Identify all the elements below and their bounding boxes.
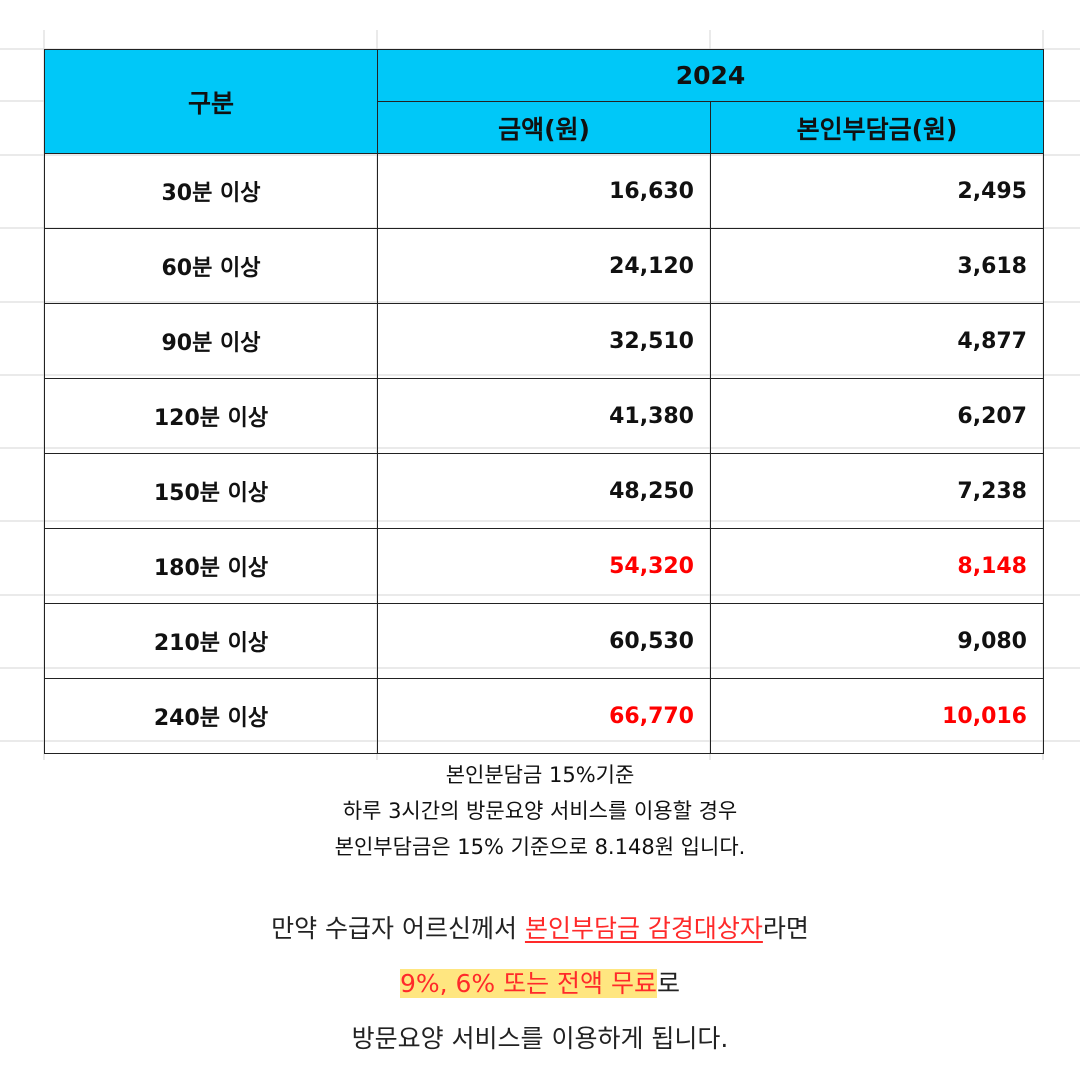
- row-copay: 10,016: [710, 678, 1044, 754]
- row-category: 180분 이상: [44, 528, 378, 604]
- row-category: 30분 이상: [44, 153, 378, 229]
- row-amount: 16,630: [377, 153, 711, 229]
- row-category: 240분 이상: [44, 678, 378, 754]
- header-category: 구분: [44, 49, 378, 154]
- note-line-2: 하루 3시간의 방문요양 서비스를 이용할 경우: [342, 799, 738, 823]
- reduction-target-highlight: 본인부담금 감경대상자: [524, 914, 763, 943]
- row-amount: 32,510: [377, 303, 711, 379]
- row-category: 150분 이상: [44, 453, 378, 529]
- row-copay: 6,207: [710, 378, 1044, 454]
- row-copay: 9,080: [710, 603, 1044, 679]
- row-amount: 41,380: [377, 378, 711, 454]
- row-category: 120분 이상: [44, 378, 378, 454]
- table-row: 240분 이상 66,770 10,016: [44, 678, 1044, 754]
- row-category: 210분 이상: [44, 603, 378, 679]
- note-line-1: 본인분담금 15%기준: [445, 763, 635, 787]
- table-row: 120분 이상 41,380 6,207: [44, 378, 1044, 454]
- copay-note: 본인분담금 15%기준 하루 3시간의 방문요양 서비스를 이용할 경우 본인부…: [0, 757, 1080, 865]
- row-category: 60분 이상: [44, 228, 378, 304]
- notice-line-1: 만약 수급자 어르신께서 본인부담금 감경대상자라면: [0, 905, 1080, 960]
- reduction-rate-highlight: 9%, 6% 또는 전액 무료: [399, 969, 658, 998]
- table-row: 30분 이상 16,630 2,495: [44, 153, 1044, 229]
- header-year: 2024: [377, 49, 1044, 102]
- notice-line-2-suffix: 로: [657, 969, 681, 998]
- row-copay: 3,618: [710, 228, 1044, 304]
- row-copay: 7,238: [710, 453, 1044, 529]
- header-amount: 금액(원): [377, 101, 711, 154]
- copay-table: 구분 2024 금액(원) 본인부담금(원) 30분 이상 16,630 2,495…: [44, 49, 1044, 754]
- row-amount: 66,770: [377, 678, 711, 754]
- row-copay: 4,877: [710, 303, 1044, 379]
- row-category: 90분 이상: [44, 303, 378, 379]
- reduction-notice: 만약 수급자 어르신께서 본인부담금 감경대상자라면 9%, 6% 또는 전액 …: [0, 905, 1080, 1070]
- notice-line-2: 9%, 6% 또는 전액 무료로: [0, 960, 1080, 1015]
- row-amount: 54,320: [377, 528, 711, 604]
- table-row: 210분 이상 60,530 9,080: [44, 603, 1044, 679]
- notice-line-1-suffix: 라면: [762, 914, 809, 943]
- notice-line-3: 방문요양 서비스를 이용하게 됩니다.: [351, 1024, 729, 1053]
- row-amount: 24,120: [377, 228, 711, 304]
- table-row: 150분 이상 48,250 7,238: [44, 453, 1044, 529]
- table-row: 180분 이상 54,320 8,148: [44, 528, 1044, 604]
- row-amount: 48,250: [377, 453, 711, 529]
- table-row: 60분 이상 24,120 3,618: [44, 228, 1044, 304]
- row-amount: 60,530: [377, 603, 711, 679]
- row-copay: 8,148: [710, 528, 1044, 604]
- note-line-3: 본인부담금은 15% 기준으로 8.148원 입니다.: [334, 835, 746, 859]
- notice-line-1-prefix: 만약 수급자 어르신께서: [271, 914, 525, 943]
- table-row: 90분 이상 32,510 4,877: [44, 303, 1044, 379]
- header-copay: 본인부담금(원): [710, 101, 1044, 154]
- row-copay: 2,495: [710, 153, 1044, 229]
